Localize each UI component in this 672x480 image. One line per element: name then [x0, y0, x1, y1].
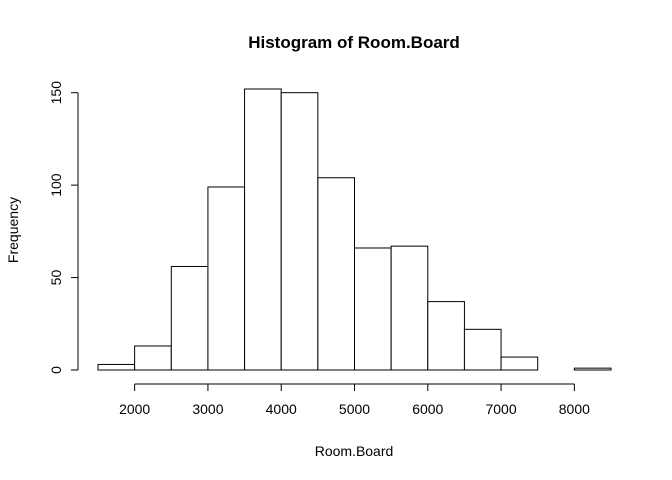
histogram-bar: [280, 92, 319, 371]
y-tick-label: 150: [48, 81, 64, 105]
bars-group: [97, 88, 612, 371]
histogram-bar: [390, 245, 429, 371]
histogram-bar: [207, 186, 246, 371]
histogram-bar: [573, 367, 612, 371]
y-axis-title: Frequency: [5, 197, 21, 263]
histogram-bar: [97, 363, 136, 371]
y-tick-label: 50: [48, 270, 64, 286]
histogram-bar: [317, 177, 355, 371]
histogram-bar: [134, 345, 172, 371]
x-axis: 2000 3000 4000 5000 6000 7000 8000: [119, 383, 590, 417]
y-tick-label: 100: [48, 173, 64, 197]
x-tick-label: 4000: [266, 401, 297, 417]
x-axis-title: Room.Board: [315, 443, 394, 459]
histogram-bar: [170, 265, 209, 371]
histogram-bar: [354, 247, 392, 371]
chart-title: Histogram of Room.Board: [248, 33, 460, 52]
histogram-bar: [500, 356, 539, 371]
histogram-bar: [427, 301, 465, 371]
histogram-bar: [244, 88, 282, 371]
x-tick-label: 5000: [339, 401, 370, 417]
y-axis: 0 50 100 150: [48, 81, 79, 374]
x-tick-label: 6000: [412, 401, 443, 417]
x-tick-label: 3000: [192, 401, 223, 417]
y-tick-label: 0: [48, 366, 64, 374]
x-tick-label: 2000: [119, 401, 150, 417]
x-tick-label: 7000: [485, 401, 516, 417]
x-tick-label: 8000: [559, 401, 590, 417]
histogram-bar: [463, 328, 502, 371]
